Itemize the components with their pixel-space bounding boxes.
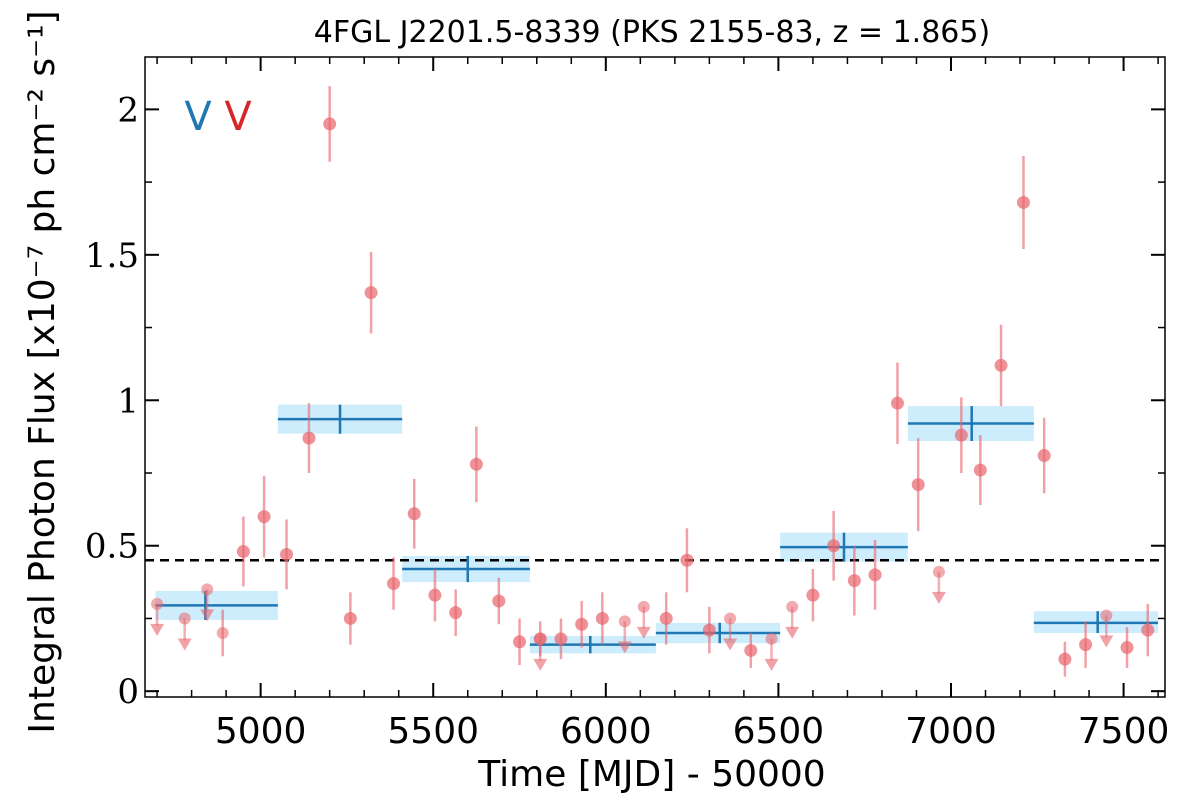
x-tick-label-4: 7000 (905, 711, 997, 752)
upper-limit-point-8 (765, 632, 778, 645)
y-tick-label-2: 1 (117, 381, 139, 421)
upper-limit-arrow-1 (177, 638, 192, 651)
y-tick-label-1: 0.5 (85, 527, 139, 567)
y-tick-label-4: 2 (117, 90, 139, 130)
detection-point-5 (343, 611, 357, 625)
y-axis-label: Integral Photon Flux [x10⁻⁷ ph cm⁻² s⁻¹] (22, 10, 63, 733)
x-tick-label-3: 6500 (733, 711, 825, 752)
upper-limit-arrow-6 (636, 626, 651, 639)
detection-point-15 (554, 632, 568, 646)
x-tick-label-0: 5000 (215, 711, 307, 752)
upper-limit-point-0 (151, 597, 164, 610)
detection-point-34 (1079, 638, 1093, 652)
upper-limit-arrow-7 (723, 638, 738, 651)
detection-point-29 (973, 463, 987, 477)
detection-point-21 (744, 643, 758, 657)
upper-limit-point-9 (786, 600, 799, 613)
upper-limit-point-4 (534, 632, 547, 645)
upper-limit-point-7 (724, 612, 737, 625)
detection-point-33 (1058, 652, 1072, 666)
detection-point-30 (994, 358, 1008, 372)
detection-point-27 (911, 478, 925, 492)
upper-limit-point-5 (618, 615, 631, 628)
detection-point-31 (1016, 195, 1030, 209)
detection-point-16 (575, 617, 589, 631)
detection-point-32 (1037, 449, 1051, 463)
y-tick-label-0: 0 (117, 672, 139, 712)
detection-point-6 (364, 286, 378, 300)
marker-v-red: V (224, 94, 252, 140)
x-tick-label-1: 5500 (387, 711, 479, 752)
detection-point-26 (890, 396, 904, 410)
detection-point-11 (469, 457, 483, 471)
detection-point-1 (257, 510, 271, 524)
plot-area: 5000 5500 6000 6500 7000 7500 0 0.5 1 1.5 2 (85, 56, 1170, 752)
corner-markers: V V (184, 94, 252, 140)
upper-limit-point-6 (637, 600, 650, 613)
detection-point-17 (595, 611, 609, 625)
detection-point-19 (680, 553, 694, 567)
upper-limit-point-2 (201, 583, 214, 596)
upper-limit-arrow-5 (617, 641, 632, 654)
chart-title: 4FGL J2201.5-8339 (PKS 2155-83, z = 1.86… (314, 15, 990, 50)
upper-limit-arrow-9 (785, 626, 800, 639)
detection-point-8 (407, 507, 421, 521)
detection-point-23 (827, 539, 841, 553)
upper-limit-arrow-8 (764, 658, 779, 671)
detection-point-25 (868, 568, 882, 582)
detection-point-12 (492, 594, 506, 608)
detection-point-28 (954, 428, 968, 442)
x-axis-label: Time [MJD] - 50000 (477, 754, 825, 795)
detection-point-36 (1141, 623, 1155, 637)
detection-point-13 (513, 635, 527, 649)
upper-limit-point-10 (932, 565, 945, 578)
detection-point-35 (1120, 641, 1134, 655)
x-tick-label-5: 7500 (1078, 711, 1170, 752)
y-tick-label-3: 1.5 (85, 236, 139, 276)
upper-limit-point-11 (1100, 609, 1113, 622)
plot-frame (144, 56, 1166, 698)
x-tick-label-2: 6000 (560, 711, 652, 752)
upper-limit-point-1 (178, 612, 191, 625)
detection-point-24 (847, 574, 861, 588)
marker-v-blue: V (184, 94, 212, 140)
upper-limit-arrow-2 (200, 609, 215, 622)
upper-limit-arrow-11 (1099, 635, 1114, 648)
upper-limit-arrow-0 (150, 623, 165, 636)
detection-point-22 (806, 588, 820, 602)
detection-point-20 (702, 623, 716, 637)
detection-point-7 (387, 577, 401, 591)
upper-limit-arrow-10 (931, 591, 946, 604)
upper-limit-arrow-4 (533, 658, 548, 671)
detection-point-3 (302, 431, 316, 445)
detection-point-0 (236, 545, 250, 559)
detection-point-2 (280, 547, 294, 561)
detection-point-18 (659, 611, 673, 625)
detection-point-10 (449, 606, 463, 620)
upper-limit-point-3 (216, 627, 229, 639)
detection-point-9 (428, 588, 442, 602)
detection-point-4 (323, 117, 337, 131)
